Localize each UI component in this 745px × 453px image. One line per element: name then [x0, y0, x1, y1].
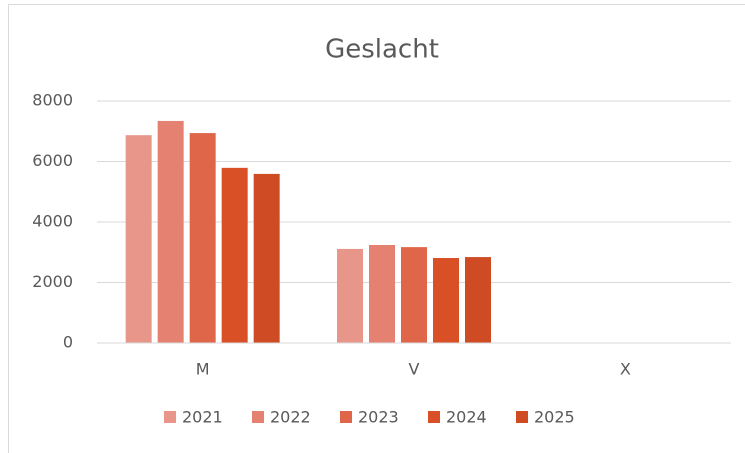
- legend-swatch: [428, 411, 440, 423]
- legend-label: 2023: [358, 408, 399, 427]
- chart-frame: [8, 4, 745, 453]
- bar: [221, 167, 248, 343]
- bar: [125, 135, 152, 343]
- x-tick-label: M: [196, 360, 210, 379]
- bar: [189, 133, 216, 343]
- y-tick-label: 2000: [32, 272, 73, 291]
- bar: [433, 257, 459, 343]
- x-tick-label: V: [409, 360, 420, 379]
- bar: [401, 247, 427, 343]
- bar: [253, 173, 280, 343]
- x-tick-label: X: [620, 360, 631, 379]
- y-tick-label: 4000: [32, 212, 73, 231]
- legend-label: 2021: [182, 408, 223, 427]
- bar: [337, 248, 363, 343]
- chart-title: Geslacht: [325, 35, 439, 65]
- bar: [157, 120, 184, 343]
- legend-swatch: [516, 411, 528, 423]
- legend-swatch: [252, 411, 264, 423]
- legend-label: 2025: [534, 408, 575, 427]
- y-tick-label: 0: [63, 333, 73, 352]
- legend-label: 2024: [446, 408, 487, 427]
- bar: [369, 244, 395, 343]
- legend-label: 2022: [270, 408, 311, 427]
- legend-swatch: [164, 411, 176, 423]
- legend-swatch: [340, 411, 352, 423]
- y-tick-label: 8000: [32, 91, 73, 110]
- y-tick-label: 6000: [32, 151, 73, 170]
- bar: [465, 257, 491, 343]
